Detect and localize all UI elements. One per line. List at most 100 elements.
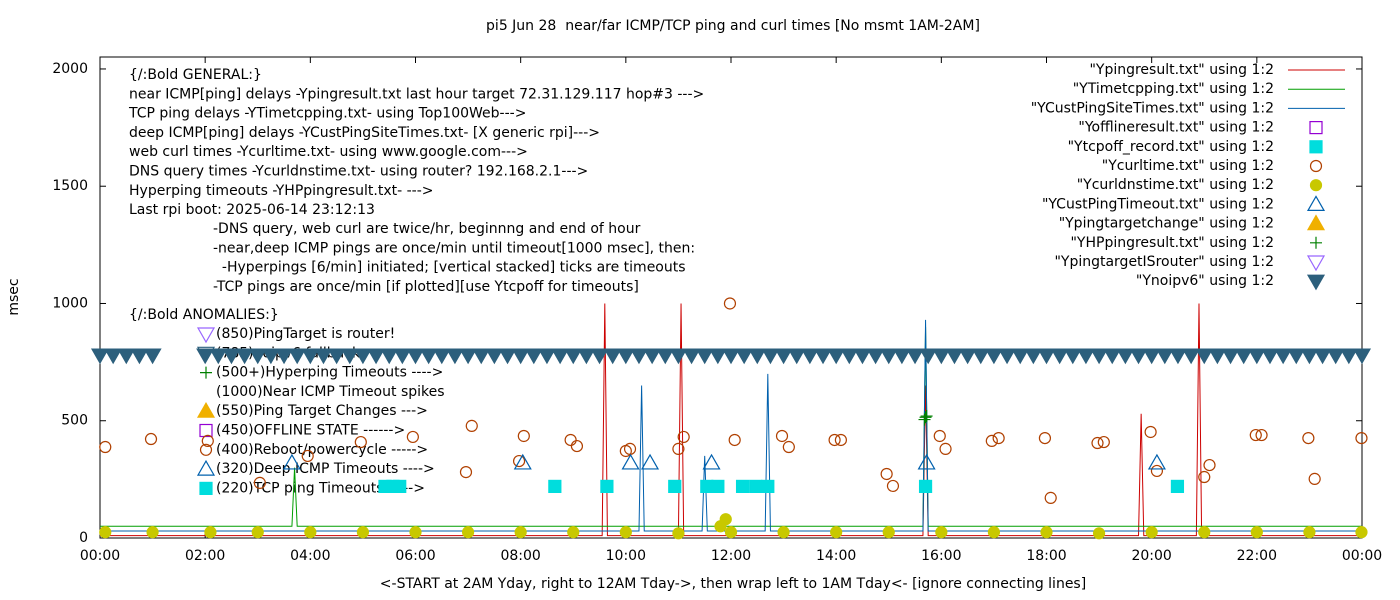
marker	[775, 429, 789, 443]
marker	[992, 431, 1005, 445]
marker	[1306, 214, 1326, 231]
marker	[282, 453, 301, 470]
annotation: {/:Bold GENERAL:}	[129, 67, 262, 83]
marker	[513, 453, 532, 470]
marker	[235, 348, 254, 365]
annotation: TCP ping delays -YTimetcpping.txt- using…	[128, 106, 526, 122]
marker	[590, 348, 609, 365]
marker	[619, 526, 632, 539]
x-tick-label: 14:00	[816, 548, 856, 564]
marker	[672, 442, 685, 455]
marker	[1092, 527, 1106, 540]
marker	[204, 526, 217, 539]
marker	[600, 479, 614, 494]
marker	[1300, 348, 1319, 365]
marker	[723, 297, 737, 310]
marker	[1129, 348, 1148, 365]
marker	[524, 348, 543, 365]
legend-label: "Yofflineresult.txt" using 1:2	[1078, 120, 1274, 136]
marker	[1309, 120, 1323, 135]
marker	[393, 479, 407, 494]
marker	[1050, 348, 1069, 365]
x-tick-label: 12:00	[711, 548, 751, 564]
annotation: web curl times -Ycurltime.txt- using www…	[129, 144, 528, 160]
marker	[1306, 274, 1326, 291]
marker	[933, 429, 946, 443]
annotation: (400)Reboot/powercycle ----->	[216, 442, 428, 458]
marker	[1170, 479, 1185, 494]
marker	[621, 453, 640, 470]
marker	[998, 348, 1017, 365]
annotation: -near,deep ICMP pings are once/min until…	[213, 240, 695, 256]
marker	[514, 526, 527, 539]
marker	[866, 348, 885, 365]
marker	[570, 439, 584, 453]
marker	[1076, 348, 1095, 365]
x-tick-label: 08:00	[500, 548, 540, 564]
marker	[1090, 348, 1109, 365]
marker	[724, 526, 738, 539]
marker	[409, 526, 422, 539]
marker	[987, 526, 1001, 539]
marker	[721, 348, 741, 365]
marker	[985, 434, 998, 448]
marker	[1250, 526, 1263, 539]
marker	[301, 449, 314, 463]
marker	[117, 348, 136, 365]
annotation: (450)OFFLINE STATE ------>	[216, 423, 405, 439]
marker	[939, 442, 952, 455]
annotation: (500+)Hyperping Timeouts ---->	[216, 365, 443, 381]
annotation: DNS query times -Ycurldnstime.txt- using…	[129, 164, 588, 180]
marker	[840, 348, 859, 365]
marker	[629, 348, 649, 365]
marker	[367, 348, 386, 365]
x-axis-label: <-START at 2AM Yday, right to 12AM Tday-…	[380, 576, 1086, 592]
marker	[1313, 348, 1332, 365]
marker	[892, 348, 911, 365]
marker	[314, 348, 333, 365]
marker	[971, 348, 990, 365]
legend-label: "Ynoipv6" using 1:2	[1136, 273, 1274, 289]
series-line	[100, 326, 1362, 527]
legend-label: "Ycurldnstime.txt" using 1:2	[1077, 177, 1274, 193]
x-tick-label: 18:00	[1026, 548, 1066, 564]
marker	[919, 411, 932, 424]
marker	[669, 348, 688, 365]
annotation: (1000)Near ICMP Timeout spikes	[216, 384, 445, 400]
marker	[104, 348, 123, 365]
marker	[853, 348, 872, 365]
marker	[1198, 526, 1211, 539]
marker	[432, 348, 451, 365]
legend-label: "Ypingtargetchange" using 1:2	[1059, 216, 1274, 232]
annotation: (320)Deep ICMP Timeouts ---->	[216, 461, 435, 477]
annotation: {/:Bold ANOMALIES:}	[129, 307, 279, 323]
marker	[90, 348, 110, 365]
marker	[485, 348, 504, 365]
marker	[393, 348, 412, 365]
x-tick-label: 16:00	[921, 548, 961, 564]
annotation: -Hyperpings [6/min] initiated; [vertical…	[213, 260, 686, 276]
marker	[945, 348, 964, 365]
legend-label: "YCustPingSiteTimes.txt" using 1:2	[1031, 100, 1274, 116]
marker	[774, 348, 793, 365]
annotation: (550)Ping Target Changes --->	[216, 403, 428, 419]
marker	[301, 348, 320, 365]
marker	[828, 433, 841, 447]
marker	[682, 348, 701, 365]
marker	[209, 348, 228, 365]
marker	[196, 401, 216, 418]
marker	[708, 348, 727, 365]
marker	[1306, 255, 1326, 272]
marker	[1195, 348, 1214, 365]
annotation: (850)PingTarget is router!	[216, 326, 395, 342]
annotation: (220)TCP ping Timeouts ----->	[216, 480, 425, 496]
marker	[261, 348, 280, 365]
marker	[1147, 453, 1166, 470]
marker	[459, 348, 478, 365]
marker	[130, 348, 149, 365]
marker	[512, 454, 526, 468]
marker	[603, 348, 622, 365]
marker	[564, 348, 583, 365]
marker	[201, 434, 214, 448]
marker	[143, 348, 162, 365]
